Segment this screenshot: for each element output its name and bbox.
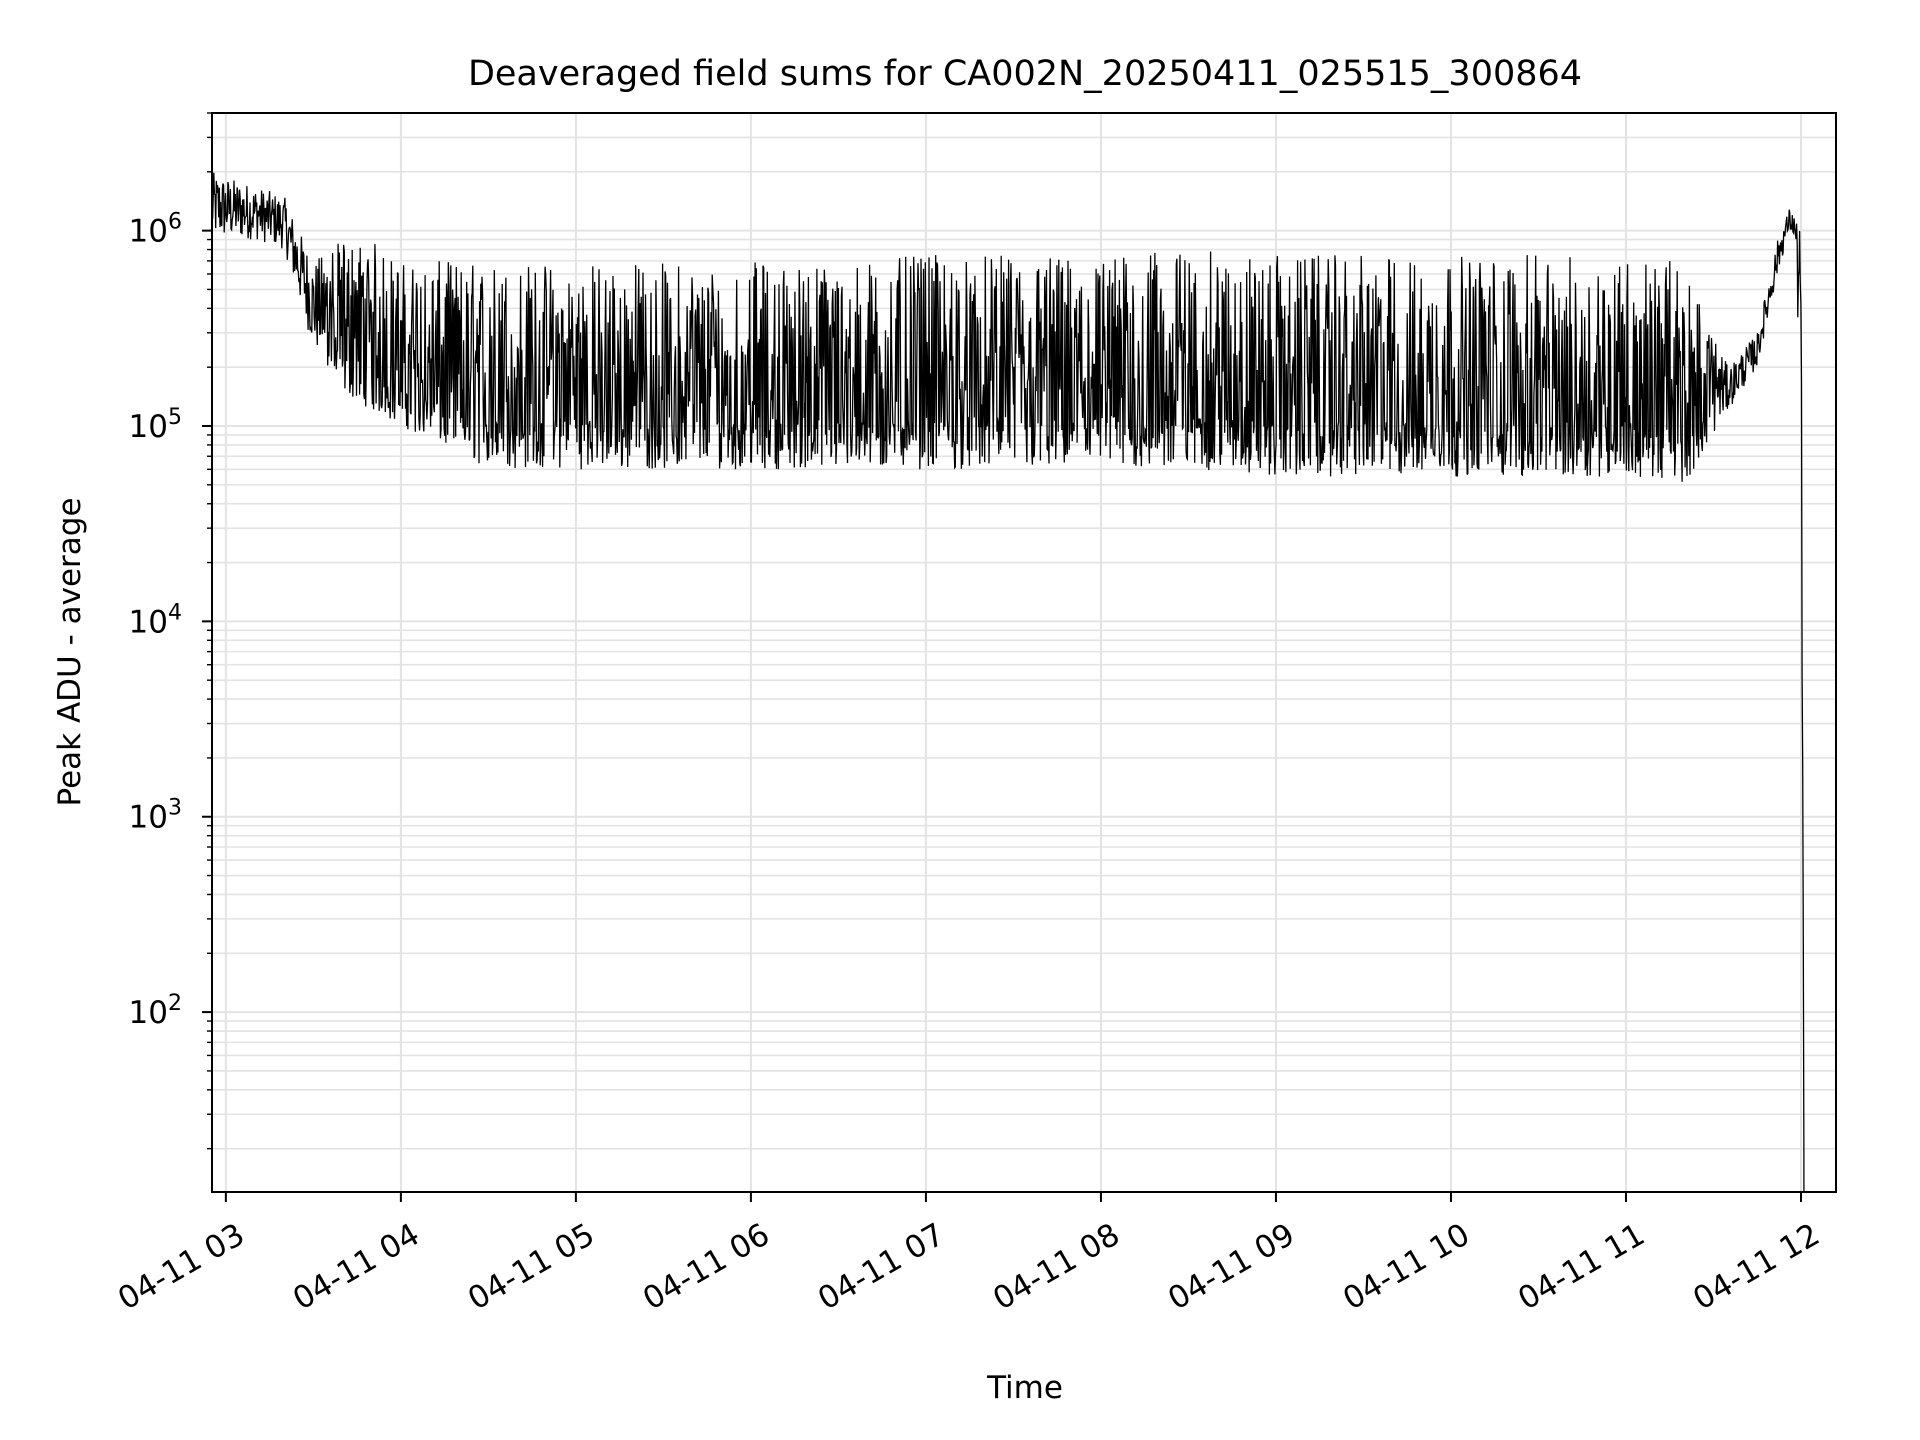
y-tick-label-base: 10 bbox=[129, 995, 168, 1031]
y-tick-label-exponent: 2 bbox=[168, 991, 182, 1016]
y-tick-label: 103 bbox=[129, 796, 182, 836]
grid-layer bbox=[212, 112, 1836, 1192]
x-tick-label: 04-11 08 bbox=[987, 1217, 1126, 1318]
x-tick-label: 04-11 04 bbox=[287, 1217, 426, 1318]
x-tick-label: 04-11 12 bbox=[1687, 1217, 1826, 1318]
y-tick-label-exponent: 6 bbox=[168, 210, 182, 235]
x-tick-label: 04-11 07 bbox=[812, 1217, 951, 1318]
x-tick-label: 04-11 11 bbox=[1512, 1217, 1651, 1318]
y-tick-label-base: 10 bbox=[129, 604, 168, 640]
y-tick-label-exponent: 3 bbox=[168, 796, 182, 821]
y-tick-label-exponent: 5 bbox=[168, 405, 182, 430]
y-tick-label: 105 bbox=[129, 405, 182, 445]
y-tick-label-exponent: 4 bbox=[168, 600, 182, 625]
x-tick-label: 04-11 03 bbox=[112, 1217, 251, 1318]
y-tick-label: 106 bbox=[129, 210, 182, 250]
y-tick-label-base: 10 bbox=[129, 214, 168, 250]
x-tick-label: 04-11 10 bbox=[1337, 1217, 1476, 1318]
series-line bbox=[211, 172, 1805, 1192]
plot-frame bbox=[211, 112, 1837, 1193]
y-tick-label: 102 bbox=[129, 991, 182, 1031]
x-tick-label: 04-11 06 bbox=[637, 1217, 776, 1318]
y-tick-label-base: 10 bbox=[129, 800, 168, 836]
data-layer bbox=[211, 172, 1805, 1192]
x-tick-label: 04-11 05 bbox=[462, 1217, 601, 1318]
x-axis-label: Time bbox=[986, 1370, 1063, 1406]
chart-title: Deaveraged field sums for CA002N_2025041… bbox=[468, 54, 1582, 94]
x-tick-label: 04-11 09 bbox=[1162, 1217, 1301, 1318]
y-tick-label: 104 bbox=[129, 600, 182, 640]
y-tick-label-base: 10 bbox=[129, 409, 168, 445]
y-axis-label: Peak ADU - average bbox=[52, 497, 88, 806]
